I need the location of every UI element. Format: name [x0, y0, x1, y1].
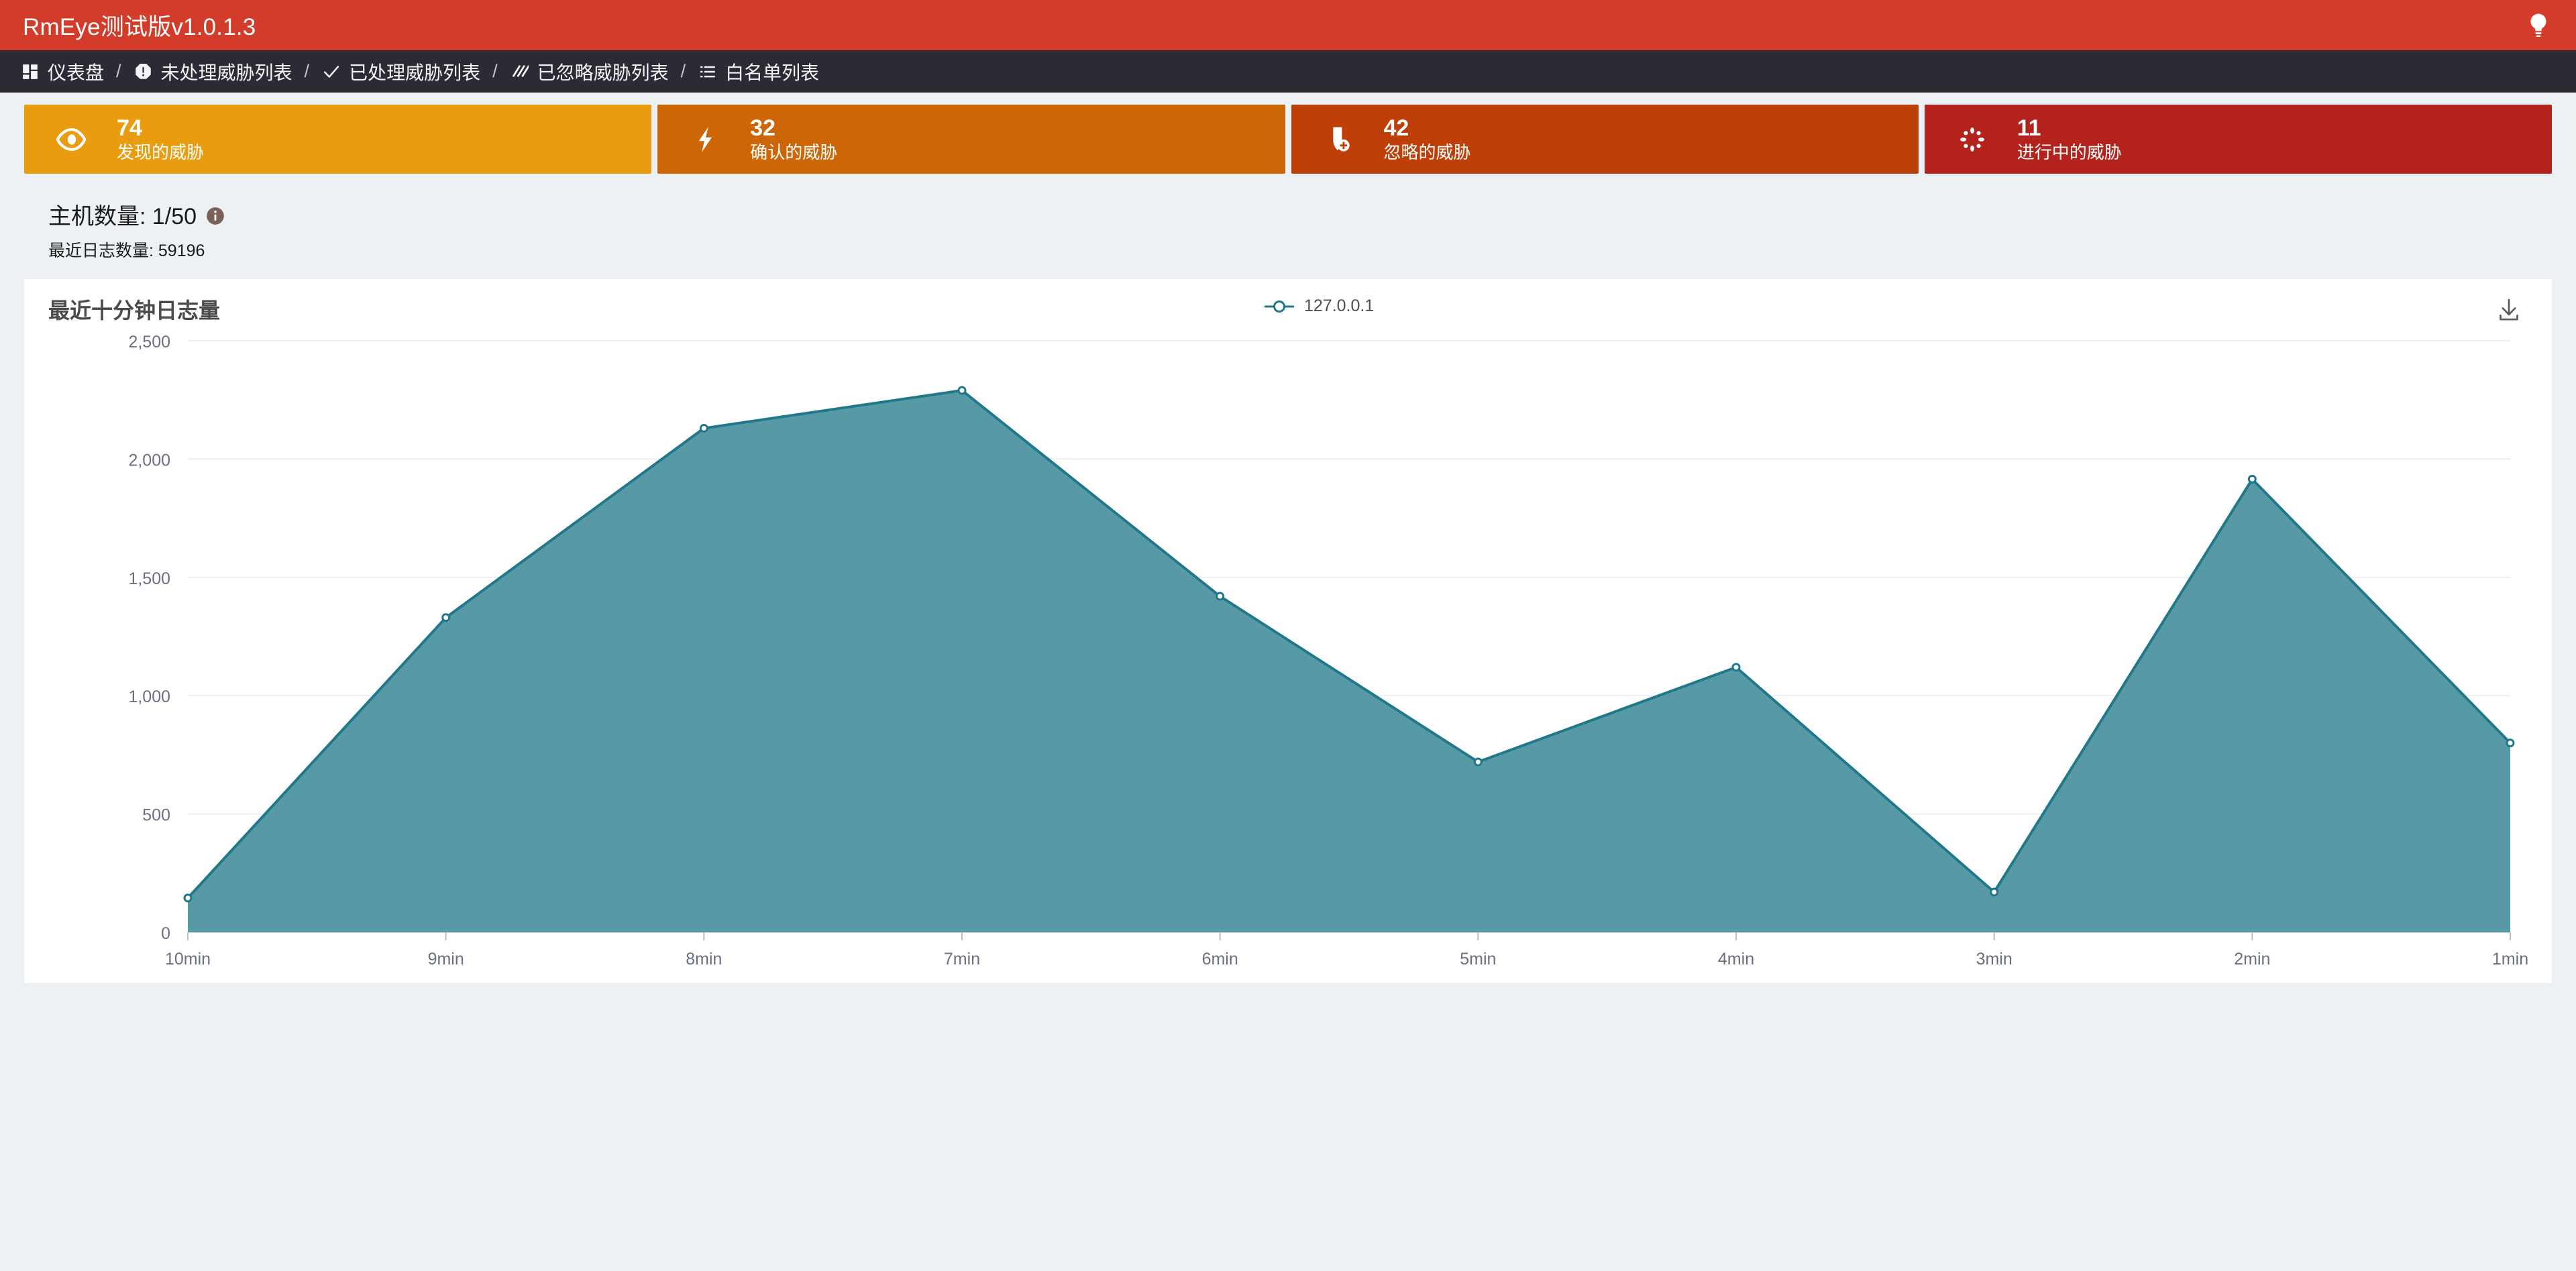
svg-text:4min: 4min — [1718, 950, 1754, 969]
stat-label: 忽略的威胁 — [1383, 142, 1471, 162]
nav-separator: / — [116, 61, 121, 81]
sidebar-item-unhandled-threats[interactable]: 未处理威胁列表 — [133, 58, 292, 85]
svg-text:1min: 1min — [2492, 950, 2528, 969]
breadcrumb-nav: 仪表盘 / 未处理威胁列表 / 已处理威胁列表 / — [0, 50, 2576, 93]
legend-label: 127.0.0.1 — [1304, 296, 1375, 315]
svg-text:9min: 9min — [428, 950, 464, 969]
dashboard-grid-icon — [20, 62, 40, 81]
chart-legend[interactable]: 127.0.0.1 — [1264, 296, 1374, 316]
svg-text:10min: 10min — [165, 950, 211, 969]
svg-text:6min: 6min — [1202, 950, 1238, 969]
svg-text:2min: 2min — [2234, 950, 2270, 969]
spinner-icon — [1955, 123, 1989, 156]
nav-label-unhandled-threats: 未处理威胁列表 — [160, 62, 292, 83]
svg-text:7min: 7min — [944, 950, 980, 969]
nav-label-ignored-threats: 已忽略威胁列表 — [537, 62, 669, 83]
stat-card-confirmed-threats[interactable]: 32 确认的威胁 — [657, 105, 1285, 174]
sidebar-item-dashboard[interactable]: 仪表盘 — [20, 58, 104, 85]
sidebar-item-ignored-threats[interactable]: 已忽略威胁列表 — [510, 58, 669, 85]
stat-card-discovered-threats[interactable]: 74 发现的威胁 — [24, 105, 652, 174]
svg-text:1,500: 1,500 — [128, 569, 170, 588]
stat-value: 74 — [117, 115, 142, 141]
list-icon — [698, 62, 717, 81]
chart-title: 最近十分钟日志量 — [48, 298, 221, 323]
header-actions — [2524, 11, 2553, 40]
stat-card-ignored-threats[interactable]: 42 忽略的威胁 — [1291, 105, 1919, 174]
stat-label: 确认的威胁 — [750, 142, 838, 162]
nav-label-handled-threats: 已处理威胁列表 — [349, 62, 481, 83]
download-icon[interactable] — [2496, 296, 2522, 323]
nav-label-dashboard: 仪表盘 — [48, 62, 105, 83]
legend-marker-icon — [1264, 298, 1295, 315]
svg-text:8min: 8min — [686, 950, 722, 969]
nav-separator: / — [492, 61, 498, 81]
svg-text:3min: 3min — [1976, 950, 2012, 969]
app-title: RmEye测试版v1.0.1.3 — [23, 14, 256, 40]
lightning-bolt-icon — [688, 123, 722, 156]
check-icon — [321, 62, 341, 81]
sidebar-item-handled-threats[interactable]: 已处理威胁列表 — [321, 58, 480, 85]
app-header: RmEye测试版v1.0.1.3 — [0, 0, 2576, 50]
eye-icon — [55, 123, 89, 156]
svg-text:1,000: 1,000 — [128, 687, 170, 706]
svg-text:5min: 5min — [1460, 950, 1496, 969]
recent-log-count: 最近日志数量: 59196 — [48, 241, 205, 260]
area-chart[interactable]: 0 500 1,000 1,500 2,000 2,500 10min 9min 8min 7mi… — [24, 329, 2552, 983]
log-volume-chart-panel: 最近十分钟日志量 127.0.0.1 0 500 1,000 1,500 2,000 2,… — [24, 279, 2552, 983]
stat-label: 进行中的威胁 — [2017, 142, 2122, 162]
chart-plot-area: 0 500 1,000 1,500 2,000 2,500 10min 9min 8min 7mi… — [24, 329, 2552, 983]
stat-label: 发现的威胁 — [117, 142, 205, 162]
host-count-row: 主机数量: 1/50 — [48, 198, 2576, 231]
svg-text:0: 0 — [161, 924, 170, 943]
info-circle-icon[interactable] — [206, 205, 225, 225]
stat-value: 32 — [750, 115, 776, 141]
stat-card-ongoing-threats[interactable]: 11 进行中的威胁 — [1924, 105, 2552, 174]
nav-separator: / — [304, 61, 310, 81]
stat-value: 42 — [1383, 115, 1409, 141]
shield-plus-icon — [1322, 123, 1356, 156]
sidebar-item-whitelist[interactable]: 白名单列表 — [698, 58, 819, 85]
host-info-section: 主机数量: 1/50 最近日志数量: 59196 — [0, 174, 2576, 262]
hatch-lines-icon — [510, 62, 529, 81]
chart-header: 最近十分钟日志量 127.0.0.1 — [24, 279, 2552, 329]
host-count-label: 主机数量: 1/50 — [48, 204, 197, 229]
stat-cards-row: 74 发现的威胁 32 确认的威胁 42 忽略的威胁 — [0, 93, 2576, 174]
alert-octagon-icon — [133, 62, 153, 81]
svg-text:500: 500 — [142, 806, 170, 825]
svg-text:2,000: 2,000 — [128, 451, 170, 469]
lightbulb-icon[interactable] — [2524, 11, 2553, 40]
nav-label-whitelist: 白名单列表 — [725, 62, 820, 83]
nav-separator: / — [680, 61, 686, 81]
svg-text:2,500: 2,500 — [128, 333, 170, 351]
stat-value: 11 — [2017, 115, 2041, 141]
